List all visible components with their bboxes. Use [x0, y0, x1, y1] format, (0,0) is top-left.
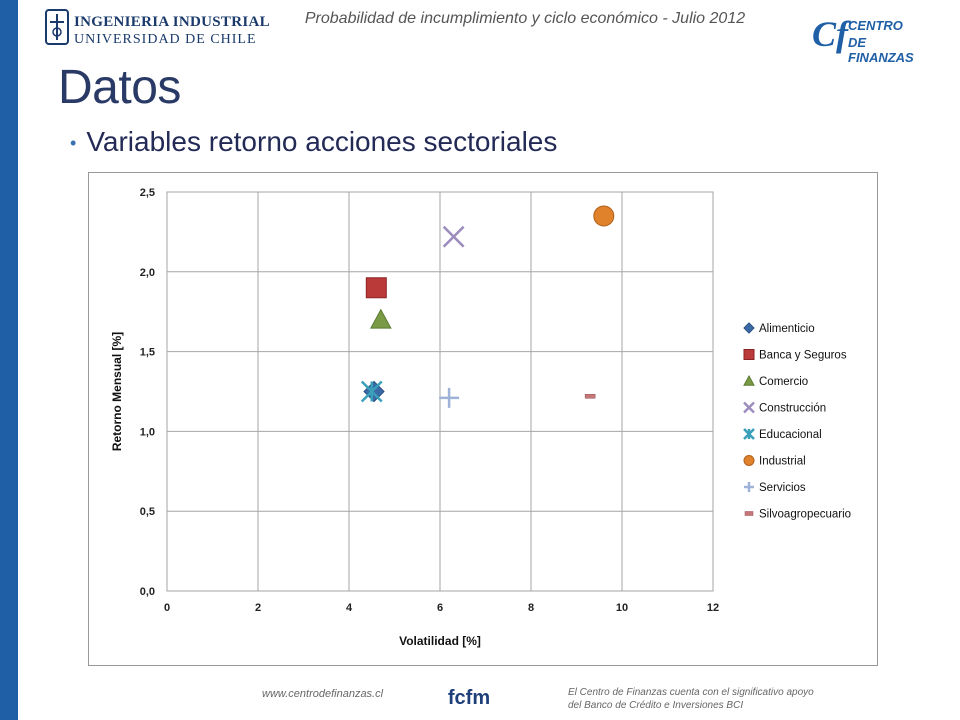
university-crest-icon: [45, 9, 69, 45]
cf-mark: Cf: [812, 14, 848, 54]
legend-label: Industrial: [759, 456, 806, 468]
data-point: [439, 387, 460, 408]
data-point: [593, 205, 615, 227]
chart-frame: 0 2 4 6 8 10 12 0,0 0,5 1,0 1,5 2,0 2,5 Volatilidad […: [88, 172, 878, 666]
x-tick-label: 12: [707, 602, 719, 614]
legend-label: Educacional: [759, 429, 822, 441]
cf-line1: CENTRO: [848, 18, 903, 33]
x-tick-label: 10: [616, 602, 628, 614]
left-accent-bar: [0, 0, 18, 720]
x-tick-label: 8: [528, 602, 534, 614]
y-tick-label: 2,5: [140, 187, 155, 199]
y-tick-label: 2,0: [140, 267, 155, 279]
x-axis-label: Volatilidad [%]: [399, 634, 481, 648]
legend-label: Silvoagropecuario: [759, 509, 851, 521]
data-point: [365, 277, 387, 299]
legend-label: Comercio: [759, 376, 808, 388]
data-point: [360, 380, 383, 403]
bullet-item: • Variables retorno acciones sectoriales: [70, 126, 557, 158]
legend-marker: [743, 374, 755, 386]
university-logo: INGENIERIA INDUSTRIAL UNIVERSIDAD DE CHI…: [44, 8, 270, 50]
fcfm-logo-text: fcfm: [448, 687, 490, 709]
legend-label: Banca y Seguros: [759, 350, 847, 362]
data-point: [584, 394, 596, 399]
y-tick-label: 0,5: [140, 506, 155, 518]
slide-header: Probabilidad de incumplimiento y ciclo e…: [304, 10, 746, 27]
fcfm-logo: fcfm: [444, 680, 494, 714]
bullet-dot-icon: •: [70, 133, 77, 154]
legend-marker: [743, 322, 755, 334]
slide-title: Datos: [58, 61, 181, 114]
y-tick-label: 0,0: [140, 586, 155, 598]
y-tick-label: 1,0: [140, 426, 155, 438]
x-tick-label: 4: [346, 602, 353, 614]
legend-label: Construcción: [759, 403, 826, 415]
data-point: [370, 308, 392, 329]
legend-label: Alimenticio: [759, 323, 815, 335]
university-line1: INGENIERIA INDUSTRIAL: [74, 14, 270, 30]
bullet-text: Variables retorno acciones sectoriales: [86, 126, 558, 157]
legend-marker: [743, 455, 755, 466]
footer-note: El Centro de Finanzas cuenta con el sign…: [568, 687, 814, 711]
x-tick-label: 0: [164, 602, 170, 614]
x-tick-label: 6: [437, 602, 443, 614]
cf-line2: DE FINANZAS: [848, 35, 914, 65]
x-tick-label: 2: [255, 602, 261, 614]
scatter-chart: 0 2 4 6 8 10 12 0,0 0,5 1,0 1,5 2,0 2,5 Volatilidad […: [110, 187, 851, 648]
y-axis-label: Retorno Mensual [%]: [110, 332, 124, 451]
legend-marker: [743, 349, 755, 360]
data-point: [442, 225, 465, 248]
legend-marker: [744, 511, 754, 516]
centro-finanzas-logo: Cf CENTRO DE FINANZAS: [812, 14, 922, 65]
legend-marker: [743, 428, 755, 440]
legend-label: Servicios: [759, 482, 806, 494]
y-tick-label: 1,5: [140, 347, 155, 359]
footer-url[interactable]: www.centrodefinanzas.cl: [262, 688, 384, 700]
university-line2: UNIVERSIDAD DE CHILE: [74, 32, 257, 47]
legend-marker: [743, 401, 755, 414]
legend-marker: [744, 482, 754, 492]
